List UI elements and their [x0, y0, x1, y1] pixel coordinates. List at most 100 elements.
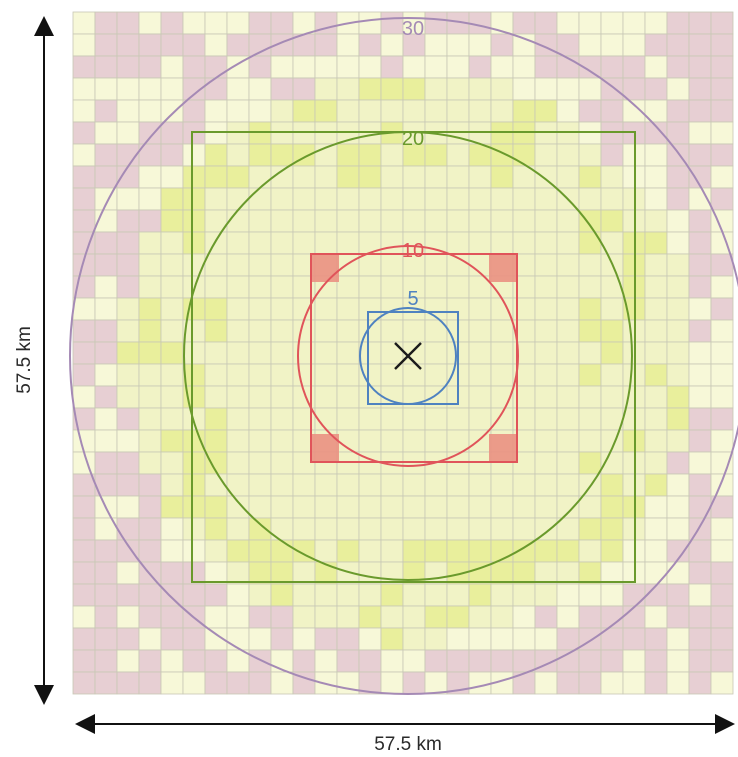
- grid-cell: [138, 495, 162, 519]
- grid-cell: [578, 539, 602, 563]
- grid-cell: [468, 297, 492, 321]
- grid-cell: [600, 143, 624, 167]
- grid-cell: [424, 363, 448, 387]
- grid-cell: [72, 341, 96, 365]
- grid-cell: [358, 517, 382, 541]
- red-square-corner: [311, 254, 339, 282]
- grid-cell: [666, 495, 690, 519]
- grid-cell: [556, 583, 580, 607]
- grid-layer: [72, 11, 734, 695]
- grid-cell: [94, 165, 118, 189]
- grid-cell: [644, 297, 668, 321]
- grid-cell: [534, 341, 558, 365]
- grid-cell: [226, 99, 250, 123]
- grid-cell: [490, 77, 514, 101]
- grid-cell: [710, 187, 734, 211]
- grid-cell: [72, 143, 96, 167]
- grid-cell: [512, 649, 536, 673]
- grid-cell: [270, 495, 294, 519]
- grid-cell: [336, 55, 360, 79]
- grid-cell: [644, 649, 668, 673]
- grid-cell: [270, 561, 294, 585]
- grid-cell: [226, 671, 250, 695]
- grid-cell: [556, 209, 580, 233]
- grid-cell: [710, 583, 734, 607]
- grid-cell: [248, 451, 272, 475]
- grid-cell: [666, 363, 690, 387]
- grid-cell: [94, 451, 118, 475]
- grid-cell: [710, 99, 734, 123]
- grid-cell: [292, 583, 316, 607]
- grid-cell: [248, 253, 272, 277]
- grid-cell: [402, 319, 426, 343]
- grid-cell: [94, 605, 118, 629]
- grid-cell: [600, 473, 624, 497]
- grid-cell: [512, 495, 536, 519]
- grid-cell: [600, 297, 624, 321]
- grid-cell: [314, 187, 338, 211]
- grid-cell: [710, 297, 734, 321]
- grid-cell: [270, 11, 294, 35]
- grid-cell: [116, 495, 140, 519]
- grid-cell: [446, 627, 470, 651]
- grid-cell: [644, 605, 668, 629]
- grid-cell: [94, 429, 118, 453]
- grid-cell: [578, 143, 602, 167]
- grid-cell: [600, 319, 624, 343]
- grid-cell: [204, 231, 228, 255]
- grid-cell: [644, 165, 668, 189]
- dimension-arrows: 57.5 km 57.5 km: [14, 16, 735, 755]
- grid-cell: [138, 165, 162, 189]
- grid-cell: [534, 11, 558, 35]
- grid-cell: [226, 583, 250, 607]
- grid-cell: [402, 627, 426, 651]
- grid-cell: [204, 495, 228, 519]
- grid-cell: [534, 473, 558, 497]
- grid-cell: [688, 143, 712, 167]
- grid-cell: [270, 77, 294, 101]
- grid-cell: [424, 407, 448, 431]
- grid-cell: [688, 77, 712, 101]
- grid-cell: [248, 363, 272, 387]
- grid-cell: [534, 209, 558, 233]
- grid-cell: [380, 671, 404, 695]
- grid-cell: [182, 209, 206, 233]
- grid-cell: [710, 275, 734, 299]
- grid-cell: [160, 341, 184, 365]
- grid-cell: [424, 539, 448, 563]
- grid-cell: [490, 517, 514, 541]
- grid-cell: [666, 187, 690, 211]
- grid-cell: [710, 605, 734, 629]
- grid-cell: [182, 583, 206, 607]
- grid-cell: [666, 99, 690, 123]
- grid-cell: [512, 627, 536, 651]
- grid-cell: [292, 55, 316, 79]
- grid-cell: [226, 451, 250, 475]
- grid-cell: [424, 99, 448, 123]
- grid-cell: [358, 99, 382, 123]
- ring-20-circle: [183, 131, 633, 581]
- grid-cell: [380, 495, 404, 519]
- grid-cell: [666, 231, 690, 255]
- grid-cell: [578, 77, 602, 101]
- grid-cell: [424, 165, 448, 189]
- grid-cell: [94, 143, 118, 167]
- grid-cell: [424, 605, 448, 629]
- grid-cell: [226, 253, 250, 277]
- grid-cell: [446, 473, 470, 497]
- grid-cell: [666, 253, 690, 277]
- grid-cell: [688, 429, 712, 453]
- grid-cell: [622, 11, 646, 35]
- grid-cell: [226, 275, 250, 299]
- grid-cell: [468, 517, 492, 541]
- grid-cell: [402, 407, 426, 431]
- grid-cell: [226, 539, 250, 563]
- grid-cell: [248, 341, 272, 365]
- grid-cell: [138, 385, 162, 409]
- grid-cell: [688, 341, 712, 365]
- grid-cell: [380, 11, 404, 35]
- grid-cell: [512, 187, 536, 211]
- grid-cell: [600, 363, 624, 387]
- grid-cell: [94, 33, 118, 57]
- grid-cell: [424, 671, 448, 695]
